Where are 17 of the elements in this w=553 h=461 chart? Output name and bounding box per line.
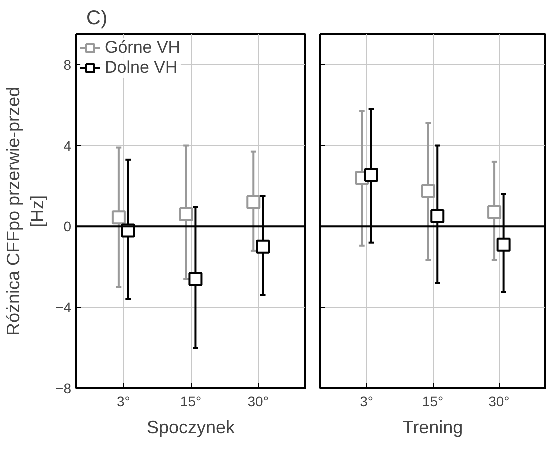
y-tick-label: −8: [56, 380, 72, 396]
x-tick-label: 3°: [360, 394, 374, 410]
legend-label: Dolne VH: [105, 58, 178, 78]
x-tick-label: 15°: [180, 394, 202, 410]
x-tick-label: 30°: [488, 394, 510, 410]
x-tick-label: 15°: [422, 394, 444, 410]
chart-title: C): [86, 8, 108, 30]
y-tick-label: 8: [64, 56, 72, 73]
x-tick-label: 30°: [248, 394, 269, 410]
x-axis-title: Trening: [402, 418, 464, 438]
x-tick-label: 3°: [116, 394, 130, 410]
legend-label: Górne VH: [105, 38, 181, 58]
y-tick-label: 4: [64, 138, 72, 154]
y-tick-label: 0: [64, 218, 72, 235]
y-tick-label: −4: [56, 300, 72, 316]
x-axis-title: Spoczynek: [146, 418, 236, 438]
y-axis-title: Różnica CFFpo przerwie-przed [Hz]: [4, 86, 48, 336]
